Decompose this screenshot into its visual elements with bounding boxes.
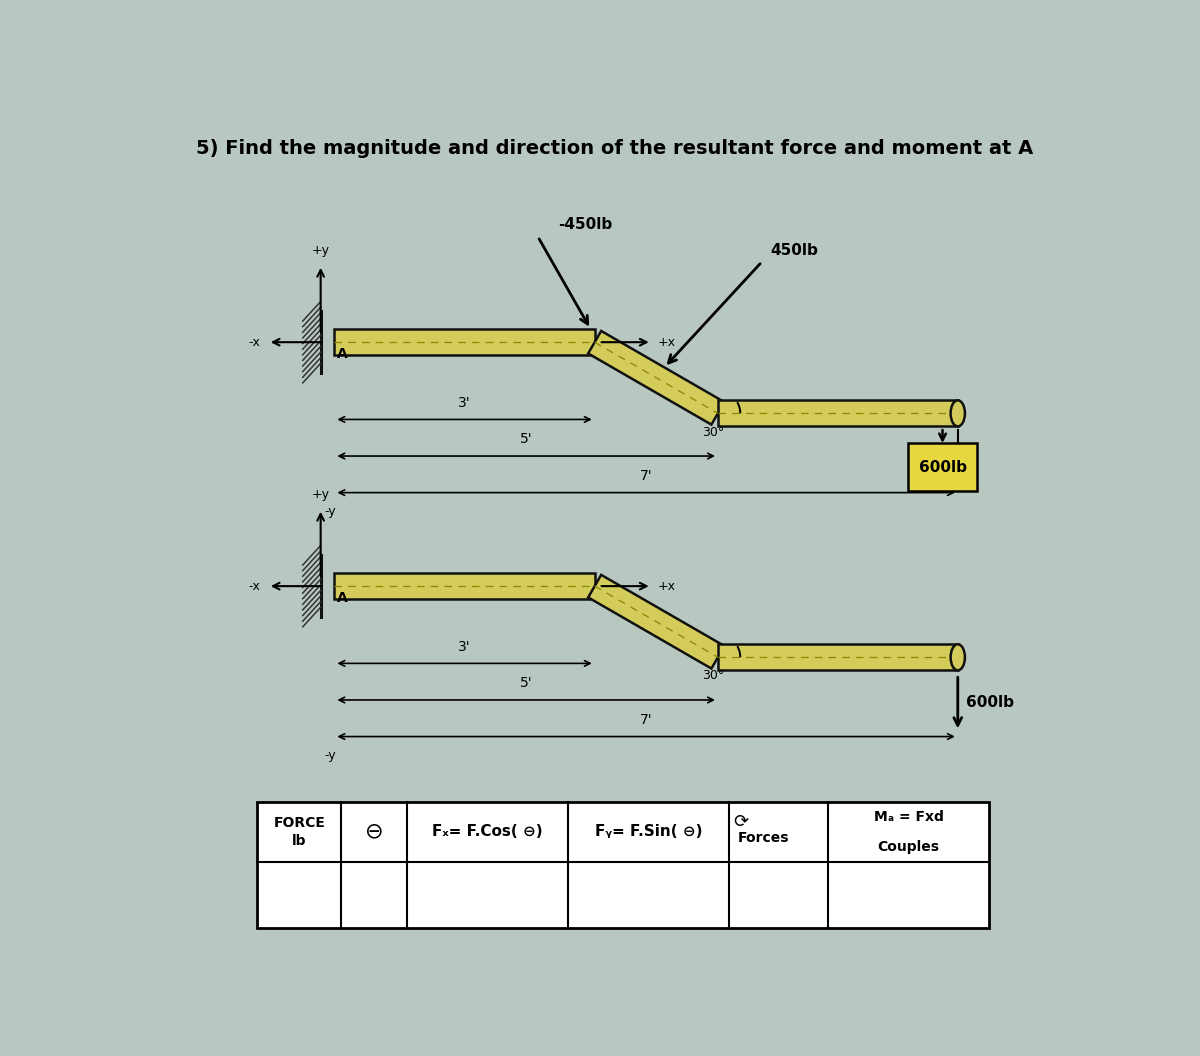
Ellipse shape	[950, 400, 965, 427]
Text: A: A	[337, 347, 348, 361]
Text: 5': 5'	[520, 676, 533, 691]
Polygon shape	[588, 574, 725, 668]
Text: +y: +y	[312, 488, 330, 501]
Text: 3': 3'	[458, 396, 470, 410]
Text: +x: +x	[658, 336, 676, 348]
Text: -450lb: -450lb	[558, 218, 612, 232]
FancyBboxPatch shape	[908, 442, 977, 491]
Text: -x: -x	[248, 580, 260, 592]
Text: 30°: 30°	[702, 670, 724, 682]
Text: 3': 3'	[458, 640, 470, 654]
Text: Fᵧ= F.Sin( ⊖): Fᵧ= F.Sin( ⊖)	[595, 825, 702, 840]
Text: 7': 7'	[640, 469, 653, 483]
Text: 30°: 30°	[702, 426, 724, 438]
Text: Fₓ= F.Cos( ⊖): Fₓ= F.Cos( ⊖)	[432, 825, 544, 840]
Text: 450lb: 450lb	[770, 243, 818, 258]
Text: FORCE
lb: FORCE lb	[274, 815, 325, 848]
Text: +y: +y	[312, 244, 330, 257]
Text: ⊖: ⊖	[365, 822, 384, 842]
Text: -y: -y	[324, 505, 336, 517]
Text: +x: +x	[658, 580, 676, 592]
Text: -x: -x	[248, 336, 260, 348]
Polygon shape	[335, 573, 595, 599]
Polygon shape	[335, 329, 595, 355]
Text: 5) Find the magnitude and direction of the resultant force and moment at A: 5) Find the magnitude and direction of t…	[197, 139, 1033, 158]
Text: A: A	[337, 591, 348, 605]
Text: Mₐ = Fxd: Mₐ = Fxd	[874, 810, 943, 824]
Text: 600lb: 600lb	[966, 695, 1014, 711]
Text: Couples: Couples	[877, 840, 940, 854]
FancyBboxPatch shape	[257, 802, 989, 927]
Text: 600lb: 600lb	[918, 459, 966, 474]
Text: -y: -y	[324, 749, 336, 761]
Polygon shape	[718, 644, 958, 671]
Polygon shape	[588, 331, 725, 425]
Text: Forces: Forces	[738, 831, 790, 846]
Text: ⟳: ⟳	[733, 813, 749, 831]
Polygon shape	[718, 400, 958, 427]
Ellipse shape	[950, 644, 965, 671]
Text: 5': 5'	[520, 432, 533, 447]
Text: 7': 7'	[640, 713, 653, 727]
